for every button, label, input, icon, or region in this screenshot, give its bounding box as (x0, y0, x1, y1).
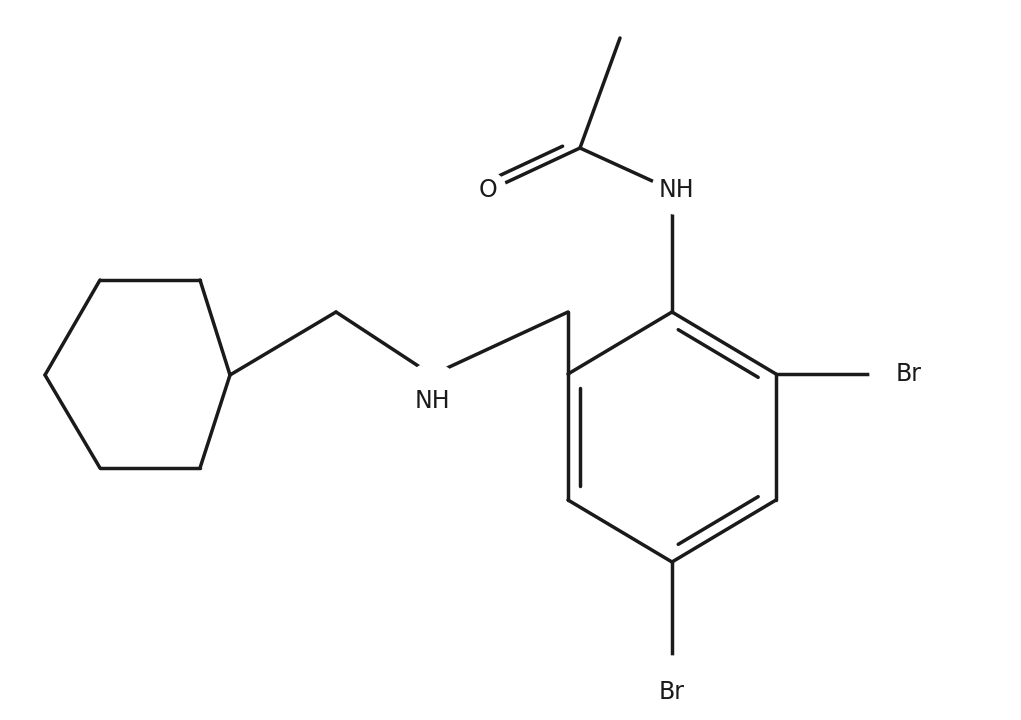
Circle shape (652, 166, 700, 214)
Circle shape (470, 172, 506, 208)
Circle shape (870, 348, 922, 400)
Text: O: O (479, 178, 497, 202)
Circle shape (406, 363, 458, 415)
Circle shape (648, 656, 696, 704)
Text: NH: NH (659, 178, 694, 202)
Text: Br: Br (659, 680, 685, 704)
Text: Br: Br (896, 362, 922, 386)
Text: NH: NH (415, 389, 450, 413)
